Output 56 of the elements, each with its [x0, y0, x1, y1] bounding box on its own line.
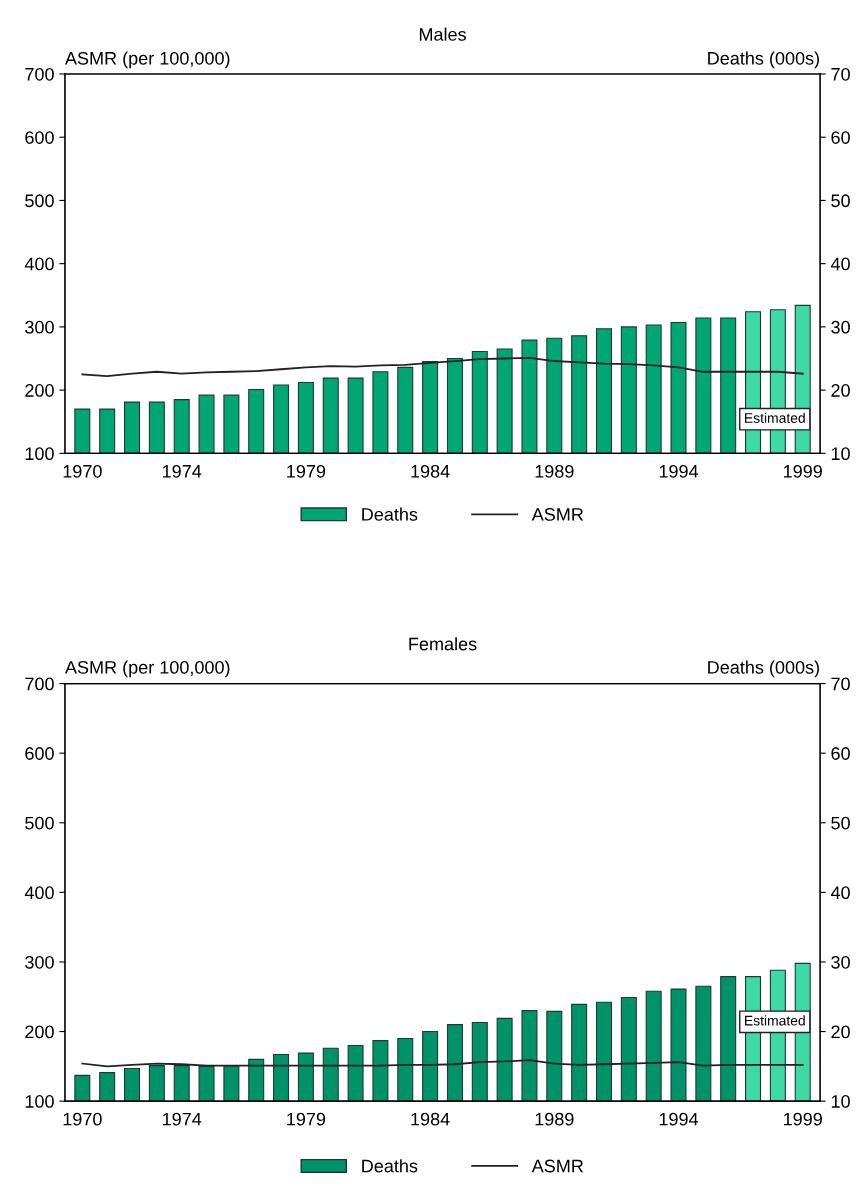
y-axis-title: ASMR (per 100,000): [64, 660, 230, 678]
y2-tick-label: 70: [831, 67, 850, 81]
y2-tick-label: 40: [830, 257, 850, 271]
legend-label: Deaths: [362, 507, 418, 521]
x-tick-label: 1974: [163, 464, 202, 478]
y2-tick-label: 60: [831, 131, 850, 144]
y2-tick-label: 30: [831, 320, 850, 334]
x-tick-label: 1999: [784, 464, 822, 478]
y-tick-label: 200: [25, 384, 54, 397]
chart-title: Females: [409, 637, 477, 651]
y2-tick-label: 60: [831, 747, 850, 760]
chart-title: Males: [419, 27, 466, 41]
y-tick-label: 200: [25, 1025, 54, 1039]
y2-tick-label: 20: [831, 384, 850, 397]
y-tick-label: 700: [25, 677, 54, 691]
x-tick-label: 1994: [659, 1112, 699, 1126]
y-tick-label: 700: [25, 67, 54, 81]
y-tick-label: 500: [25, 194, 54, 208]
annotation: Estimated: [745, 412, 805, 423]
y2-tick-label: 10: [831, 447, 850, 461]
y2-tick-label: 50: [831, 816, 850, 830]
legend-label: ASMR: [531, 1159, 584, 1173]
y-tick-label: 100: [25, 1095, 54, 1108]
y-tick-label: 400: [24, 257, 54, 271]
x-tick-label: 1989: [535, 464, 574, 478]
x-tick-label: 1979: [287, 464, 326, 478]
y2-tick-label: 50: [831, 194, 850, 208]
y-tick-label: 300: [25, 320, 54, 334]
y2-axis-title: Deaths (000s): [708, 660, 819, 678]
x-tick-label: 1970: [63, 1112, 102, 1126]
y2-tick-label: 10: [831, 1095, 850, 1108]
y2-tick-label: 30: [831, 955, 850, 969]
y-tick-label: 500: [25, 816, 54, 830]
legend-label: ASMR: [531, 508, 584, 521]
line-series: [81, 356, 804, 378]
x-tick-label: 1999: [784, 1112, 822, 1126]
annotation: Estimated: [745, 1015, 805, 1026]
y-tick-label: 300: [25, 955, 54, 969]
x-tick-label: 1974: [163, 1112, 202, 1126]
x-tick-label: 1989: [535, 1112, 574, 1126]
y-tick-label: 600: [25, 747, 54, 760]
y-tick-label: 600: [25, 131, 54, 144]
x-tick-label: 1994: [659, 464, 699, 478]
x-tick-label: 1984: [411, 464, 450, 478]
y-axis-title: ASMR (per 100,000): [64, 51, 230, 69]
y2-tick-label: 70: [831, 677, 850, 691]
line-series: [81, 1059, 804, 1068]
y2-axis-title: Deaths (000s): [708, 51, 819, 69]
x-tick-label: 1984: [411, 1112, 450, 1126]
x-tick-label: 1970: [63, 464, 102, 478]
y2-tick-label: 20: [831, 1025, 850, 1039]
y2-tick-label: 40: [830, 886, 850, 900]
legend-label: Deaths: [362, 1159, 418, 1173]
y-tick-label: 100: [25, 447, 54, 461]
x-tick-label: 1979: [287, 1112, 326, 1126]
y-tick-label: 400: [24, 886, 54, 900]
